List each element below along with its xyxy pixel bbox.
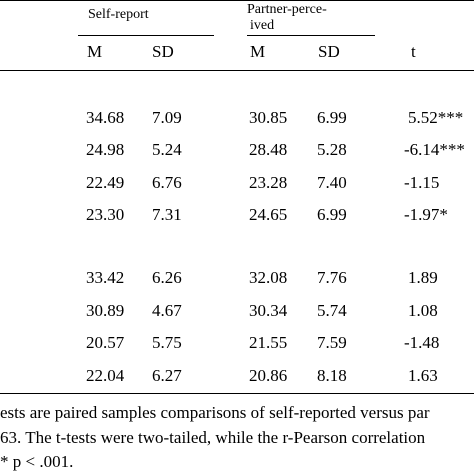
row5-m-self: 33.42	[86, 268, 125, 287]
row4-sd-partner: 6.99	[317, 205, 347, 224]
col-header-sd-self: SD	[152, 42, 174, 61]
col-header-sd-partner: SD	[318, 42, 340, 61]
row4-m-self: 23.30	[86, 205, 125, 224]
col-header-m-self: M	[87, 42, 103, 61]
row8-t: 1.63	[408, 366, 438, 385]
row3-m-self: 22.49	[86, 173, 125, 192]
row2-m-partner: 28.48	[249, 140, 288, 159]
row1-m-self: 34.68	[86, 108, 125, 127]
row6-m-self: 30.89	[86, 301, 125, 320]
row4-t: -1.97*	[404, 205, 448, 224]
row6-t: 1.08	[408, 301, 438, 320]
row8-sd-partner: 8.18	[317, 366, 347, 385]
self-report-group-header: Self-report	[88, 7, 149, 22]
table-note-line2: 63. The t-tests were two-tailed, while t…	[0, 428, 426, 447]
header-bottom-rule	[0, 70, 474, 71]
row2-sd-self: 5.24	[152, 140, 182, 159]
row6-sd-self: 4.67	[152, 301, 182, 320]
row3-t: -1.15	[404, 173, 440, 192]
row7-sd-self: 5.75	[152, 333, 182, 352]
row6-sd-partner: 5.74	[317, 301, 347, 320]
col-header-m-partner: M	[250, 42, 266, 61]
row7-m-self: 20.57	[86, 333, 125, 352]
row3-sd-self: 6.76	[152, 173, 182, 192]
row1-sd-self: 7.09	[152, 108, 182, 127]
row4-m-partner: 24.65	[249, 205, 288, 224]
row7-sd-partner: 7.59	[317, 333, 347, 352]
row1-m-partner: 30.85	[249, 108, 288, 127]
row5-sd-self: 6.26	[152, 268, 182, 287]
col-header-t: t	[411, 42, 416, 61]
row4-sd-self: 7.31	[152, 205, 182, 224]
row3-sd-partner: 7.40	[317, 173, 347, 192]
row1-t: 5.52***	[408, 108, 464, 127]
row2-sd-partner: 5.28	[317, 140, 347, 159]
row7-t: -1.48	[404, 333, 440, 352]
table-note-line3: * p < .001.	[0, 452, 74, 471]
row8-m-partner: 20.86	[249, 366, 288, 385]
row8-m-self: 22.04	[86, 366, 125, 385]
partner-perceived-rule	[247, 35, 375, 36]
row2-m-self: 24.98	[86, 140, 125, 159]
row8-sd-self: 6.27	[152, 366, 182, 385]
self-report-rule	[78, 35, 214, 36]
table-note-line1: ests are paired samples comparisons of s…	[0, 403, 430, 422]
row1-sd-partner: 6.99	[317, 108, 347, 127]
partner-perceived-group-header-line2: ived	[250, 18, 275, 33]
row3-m-partner: 23.28	[249, 173, 288, 192]
top-rule	[0, 0, 474, 1]
row5-m-partner: 32.08	[249, 268, 288, 287]
row5-t: 1.89	[408, 268, 438, 287]
row6-m-partner: 30.34	[249, 301, 288, 320]
row2-t: -6.14***	[404, 140, 465, 159]
row5-sd-partner: 7.76	[317, 268, 347, 287]
table-bottom-rule	[0, 393, 474, 394]
row7-m-partner: 21.55	[249, 333, 288, 352]
partner-perceived-group-header-line1: Partner-perce-	[247, 2, 327, 17]
